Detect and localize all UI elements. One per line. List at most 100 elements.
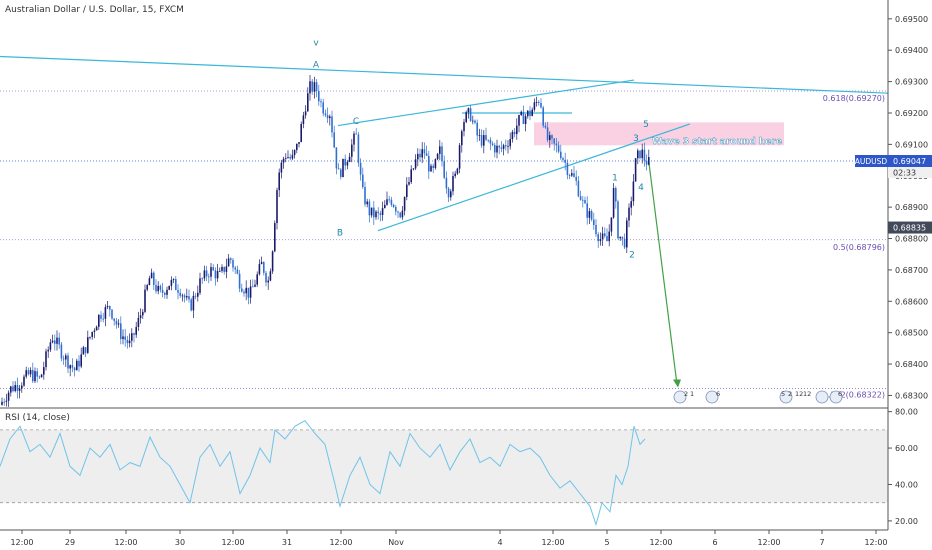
candle-body: [597, 234, 599, 242]
target-arrow-line: [648, 163, 678, 385]
candle-body: [366, 201, 368, 205]
candle-body: [441, 146, 443, 162]
candle-body: [227, 258, 230, 267]
price-tick-label: 0.68600: [895, 297, 928, 306]
fib-5-label: 0.5(0.68796): [833, 243, 885, 252]
candle-body: [164, 292, 166, 295]
candle-body: [379, 213, 382, 215]
candle-body: [516, 125, 518, 135]
candle-body: [80, 354, 82, 367]
candle-body: [47, 349, 49, 352]
candle-body: [560, 151, 562, 159]
candle-body: [412, 168, 415, 170]
candle-body: [188, 296, 190, 300]
candle-body: [225, 266, 228, 272]
candle-body: [641, 149, 643, 159]
event-badge-icon: [705, 390, 719, 404]
candle-body: [458, 145, 461, 169]
candle-body: [247, 287, 250, 298]
candle-body: [172, 279, 175, 280]
event-badge-count: 6: [716, 390, 720, 398]
price-tick-label: 0.68800: [895, 235, 928, 244]
target-zone-box: [534, 122, 784, 146]
candle-body: [216, 271, 219, 279]
candle-body: [5, 400, 8, 402]
candle-body: [12, 386, 14, 392]
candle-body: [637, 150, 639, 159]
candle-body: [32, 370, 34, 382]
candle-body: [373, 207, 375, 218]
candle-body: [478, 135, 481, 136]
time-tick-label: 4: [497, 538, 502, 547]
candle-body: [21, 385, 23, 389]
event-badge-icon: [829, 390, 843, 404]
candle-body: [146, 285, 148, 290]
fib-382-label: .382(0.68322): [828, 391, 885, 400]
candle-body: [333, 132, 335, 148]
time-tick-label: 31: [282, 538, 292, 547]
time-tick-label: Nov: [388, 538, 404, 547]
candle-body: [619, 236, 621, 239]
candle-body: [122, 336, 124, 340]
candle-body: [500, 147, 503, 149]
candle-body: [511, 131, 514, 140]
candle-body: [423, 149, 426, 154]
candle-body: [329, 116, 331, 119]
candle-body: [381, 208, 384, 215]
candle-body: [10, 386, 12, 393]
candle-body: [414, 159, 417, 169]
candle-body: [296, 143, 298, 151]
candle-body: [553, 138, 555, 144]
candle-body: [577, 180, 580, 197]
candle-body: [375, 211, 377, 218]
candle-body: [340, 169, 342, 178]
candle-body: [564, 159, 566, 163]
candle-body: [256, 274, 258, 285]
candle-body: [124, 336, 126, 340]
wave-annotation: Wave 3 start around here: [652, 137, 782, 147]
candle-body: [241, 288, 243, 292]
candle-body: [439, 146, 441, 154]
candle-body: [304, 111, 307, 116]
candle-body: [604, 233, 606, 237]
candle-body: [113, 318, 115, 321]
rsi-tick-label: 60.00: [895, 444, 918, 453]
candle-body: [109, 306, 111, 310]
candle-body: [82, 347, 85, 355]
candle-body: [507, 146, 509, 148]
candle-body: [201, 278, 203, 280]
candle-body: [615, 188, 617, 202]
candle-body: [29, 370, 32, 375]
candle-body: [399, 212, 401, 218]
candle-body: [179, 292, 181, 296]
candle-body: [406, 184, 408, 198]
candle-body: [461, 131, 463, 146]
candle-body: [45, 351, 47, 368]
candle-body: [302, 115, 305, 124]
candle-body: [14, 385, 16, 392]
event-badge-icon: [779, 390, 793, 404]
candle-body: [428, 155, 430, 172]
candle-body: [487, 139, 489, 141]
candle-body: [322, 102, 324, 114]
event-badge-count: 2: [684, 390, 688, 398]
candle-body: [36, 371, 38, 377]
candle-body: [111, 309, 113, 319]
candle-body: [608, 231, 610, 242]
candle-body: [210, 267, 212, 277]
candle-body: [84, 347, 87, 353]
event-badge-count: 2: [788, 390, 792, 398]
candle-body: [606, 236, 608, 242]
candle-body: [34, 371, 36, 382]
candle-body: [7, 392, 10, 401]
wedge-lower-line: [377, 123, 691, 232]
candle-body: [485, 135, 487, 140]
target-arrow-head: [673, 379, 681, 388]
candle-body: [562, 158, 564, 160]
candle-body: [509, 139, 511, 147]
time-tick-label: 12:00: [114, 538, 137, 547]
candle-body: [359, 162, 362, 175]
candle-body: [533, 102, 536, 110]
